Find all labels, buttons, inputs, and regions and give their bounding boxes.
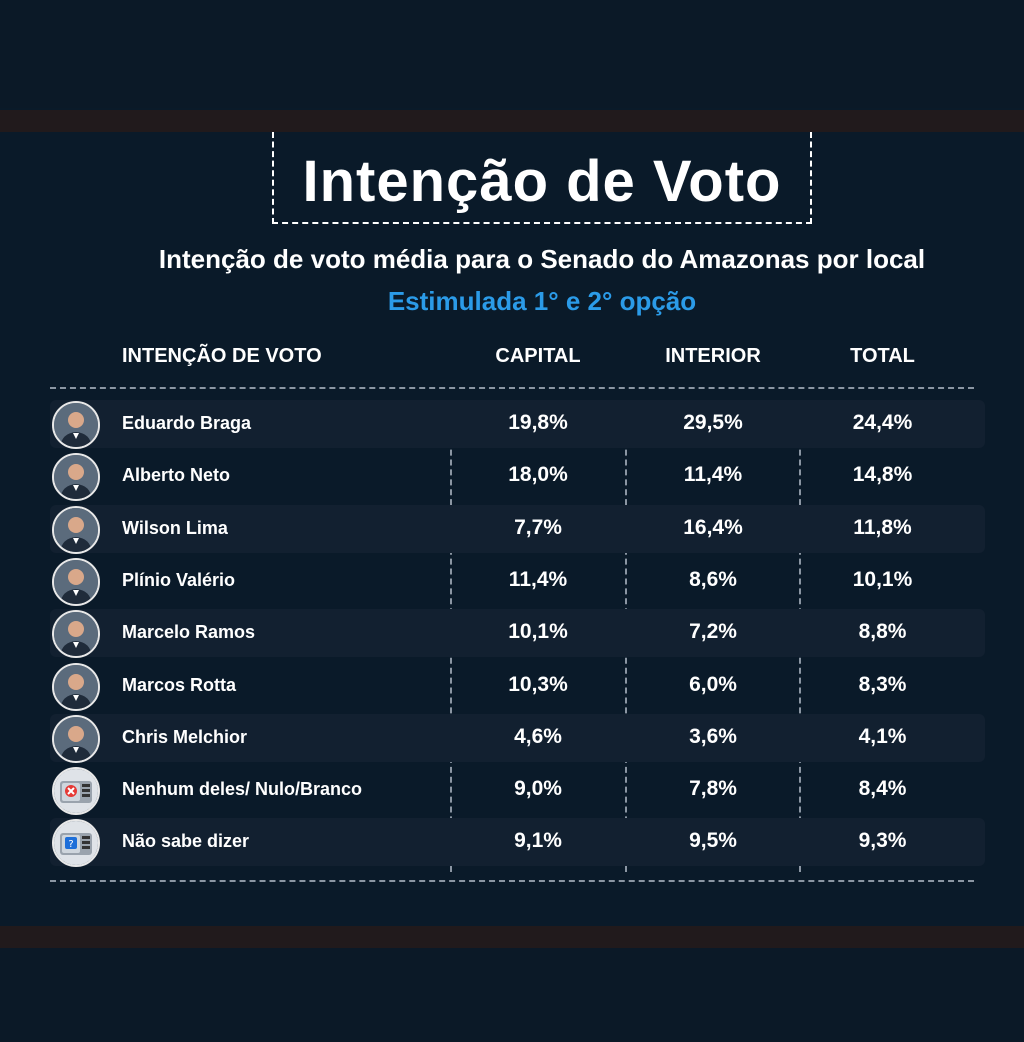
table-row: Wilson Lima 7,7% 16,4% 11,8%	[50, 505, 985, 554]
column-header-capital: CAPITAL	[495, 345, 581, 367]
ballot-box-x-icon	[52, 767, 100, 815]
capital-value: 9,1%	[514, 829, 562, 852]
interior-value: 16,4%	[683, 516, 743, 539]
table-row: Chris Melchior 4,6% 3,6% 4,1%	[50, 714, 985, 763]
table-row: Nenhum deles/ Nulo/Branco 9,0% 7,8% 8,4%	[50, 766, 985, 815]
candidate-name: Wilson Lima	[122, 518, 228, 538]
capital-value: 11,4%	[508, 568, 568, 591]
capital-value: 10,1%	[508, 620, 568, 643]
column-header-total: TOTAL	[850, 345, 915, 367]
bottom-band	[0, 926, 1024, 948]
chart-title: Intenção de Voto	[302, 149, 782, 214]
interior-value: 8,6%	[689, 568, 737, 591]
total-value: 10,1%	[852, 568, 913, 591]
interior-value: 11,4%	[683, 463, 743, 486]
total-value: 11,8%	[853, 516, 912, 539]
column-header-interior: INTERIOR	[665, 345, 761, 367]
interior-value: 9,5%	[689, 829, 737, 852]
candidate-name: Plínio Valério	[122, 570, 236, 590]
column-header-candidate: INTENÇÃO DE VOTO	[122, 345, 322, 367]
total-value: 8,8%	[858, 620, 907, 643]
candidate-name: Chris Melchior	[122, 727, 248, 747]
bottom-background	[0, 948, 1024, 1042]
table-row: Eduardo Braga 19,8% 29,5% 24,4%	[50, 400, 985, 449]
capital-value: 19,8%	[508, 411, 568, 434]
candidate-name: Não sabe dizer	[122, 831, 250, 851]
table-row: ? Não sabe dizer 9,1% 9,5% 9,3%	[50, 818, 985, 867]
chart-subtitle-option: Estimulada 1° e 2° opção	[387, 286, 697, 316]
table-row: Marcelo Ramos 10,1% 7,2% 8,8%	[50, 609, 985, 658]
candidate-name: Alberto Neto	[122, 465, 230, 485]
candidate-name: Nenhum deles/ Nulo/Branco	[122, 779, 363, 799]
interior-value: 7,8%	[689, 777, 737, 800]
capital-value: 9,0%	[514, 777, 562, 800]
total-value: 24,4%	[852, 411, 913, 434]
total-value: 14,8%	[852, 463, 913, 486]
person-photo-icon	[52, 506, 100, 554]
total-value: 4,1%	[858, 725, 907, 748]
chart-subtitle: Intenção de voto média para o Senado do …	[158, 244, 926, 274]
interior-value: 7,2%	[689, 620, 737, 643]
candidate-name: Marcelo Ramos	[122, 622, 256, 642]
table-row: Alberto Neto 18,0% 11,4% 14,8%	[50, 452, 985, 501]
interior-value: 3,6%	[689, 725, 737, 748]
interior-value: 6,0%	[689, 673, 737, 696]
header-divider	[50, 387, 974, 389]
candidate-name: Eduardo Braga	[122, 413, 252, 433]
table-row: Plínio Valério 11,4% 8,6% 10,1%	[50, 557, 985, 606]
total-value: 8,3%	[858, 673, 907, 696]
table-row: Marcos Rotta 10,3% 6,0% 8,3%	[50, 662, 985, 711]
person-photo-icon	[52, 558, 100, 606]
svg-text:?: ?	[68, 839, 73, 850]
capital-value: 7,7%	[514, 516, 562, 539]
interior-value: 29,5%	[683, 411, 743, 434]
title-frame	[272, 132, 812, 224]
person-photo-icon	[52, 610, 100, 658]
total-value: 9,3%	[858, 829, 907, 852]
person-photo-icon	[52, 401, 100, 449]
person-photo-icon	[52, 715, 100, 763]
top-band	[0, 110, 1024, 132]
table-bottom-divider	[50, 880, 974, 882]
top-background	[0, 0, 1024, 108]
capital-value: 4,6%	[514, 725, 562, 748]
candidate-name: Marcos Rotta	[122, 675, 237, 695]
ballot-box-question-icon: ?	[52, 819, 100, 867]
capital-value: 18,0%	[508, 463, 568, 486]
total-value: 8,4%	[858, 777, 907, 800]
person-photo-icon	[52, 663, 100, 711]
person-photo-icon	[52, 453, 100, 501]
capital-value: 10,3%	[508, 673, 568, 696]
